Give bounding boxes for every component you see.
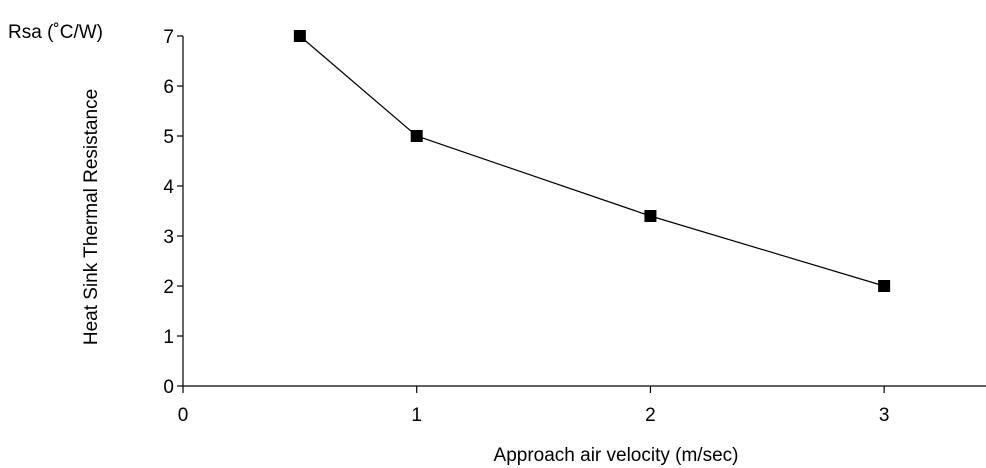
y-tick-label: 3 [163,227,174,248]
y-unit-label: Rsa (˚C/W) [8,22,103,43]
x-tick-label: 0 [178,405,189,426]
y-tick-label: 1 [163,327,174,348]
data-point-marker [293,30,306,42]
data-point-marker [878,280,891,292]
y-tick-label: 7 [163,27,174,48]
x-tick-label: 3 [879,405,890,426]
y-axis-title: Heat Sink Thermal Resistance [81,89,102,345]
y-tick-label: 6 [163,77,174,98]
plot-area: 0 1 2 3 4 5 6 7 0 1 2 3 [163,27,986,426]
y-tick-label: 5 [163,127,174,148]
x-tick-label: 2 [645,405,656,426]
y-tick-label: 4 [163,177,174,198]
series-line [299,35,885,287]
data-point-marker [644,210,657,222]
y-tick-label: 0 [163,377,174,398]
data-point-marker [410,130,423,142]
x-tick-label: 1 [411,405,422,426]
x-axis-title: Approach air velocity (m/sec) [494,445,739,466]
y-tick-label: 2 [163,277,174,298]
